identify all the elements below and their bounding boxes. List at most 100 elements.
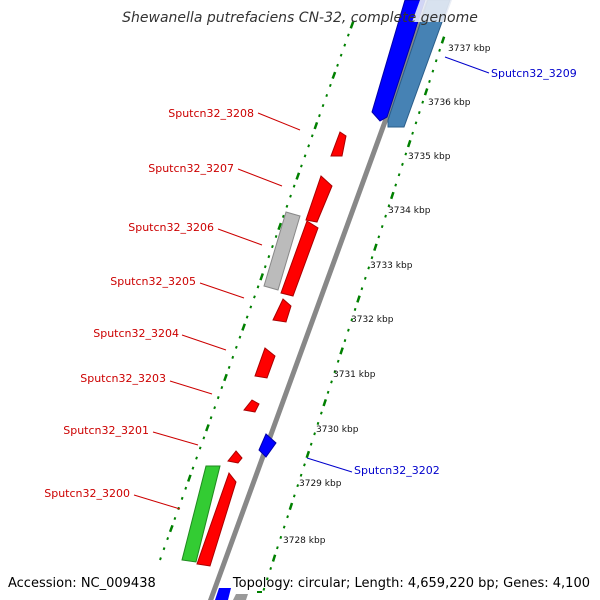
axis-minor-tick — [318, 114, 321, 118]
axis-minor-tick — [363, 276, 367, 280]
gene-block-3200-rna[interactable] — [181, 465, 221, 563]
axis-minor-tick — [377, 235, 381, 239]
axis-minor-tick — [353, 307, 357, 312]
gene-block-3209a[interactable] — [371, 0, 426, 122]
axis-minor-tick — [231, 355, 235, 359]
axis-major-tick — [423, 88, 429, 96]
axis-minor-tick — [310, 134, 314, 138]
gene-label-3202[interactable]: Sputcn32_3202 — [354, 464, 440, 477]
axis-minor-tick — [292, 184, 296, 188]
axis-minor-tick — [166, 537, 170, 541]
axis-minor-tick — [234, 345, 238, 349]
label-leaders — [133, 56, 490, 510]
gene-label-3208[interactable]: Sputcn32_3208 — [168, 107, 254, 120]
axis-minor-tick — [411, 131, 414, 135]
gene-label-3204[interactable]: Sputcn32_3204 — [93, 327, 179, 340]
axis-major-tick — [356, 295, 361, 303]
axis-minor-tick — [195, 456, 198, 460]
axis-minor-tick — [325, 93, 329, 98]
gene-block-3209b[interactable] — [387, 0, 451, 128]
kbp-3728: 3728 kbp — [283, 536, 326, 546]
axis-minor-tick — [370, 256, 374, 260]
axis-minor-tick — [307, 144, 311, 148]
axis-major-tick — [205, 424, 210, 432]
axis-minor-tick — [271, 244, 274, 249]
axis-minor-tick — [238, 335, 242, 339]
axis-minor-tick — [256, 285, 260, 289]
gene-label-3207[interactable]: Sputcn32_3207 — [148, 162, 234, 175]
gene-label-3209[interactable]: Sputcn32_3209 — [491, 67, 577, 80]
gene-block-3204[interactable] — [254, 347, 276, 379]
axis-minor-tick — [321, 103, 325, 108]
axis-minor-tick — [269, 566, 273, 571]
axis-minor-tick — [285, 204, 289, 208]
accession-text: Accession: NC_009438 — [8, 576, 156, 591]
axis-minor-tick — [326, 390, 330, 394]
kbp-3731: 3731 kbp — [333, 370, 376, 380]
gene-block-3203[interactable] — [243, 399, 260, 413]
axis-minor-tick — [292, 494, 296, 498]
kbp-3736: 3736 kbp — [428, 98, 471, 108]
inner-dotted-axis — [262, 36, 446, 591]
axis-minor-tick — [333, 370, 337, 374]
axis-minor-tick — [265, 577, 269, 581]
axis-minor-tick — [262, 587, 266, 591]
axis-major-tick — [440, 36, 446, 44]
axis-minor-tick — [267, 255, 271, 259]
axis-minor-tick — [276, 546, 279, 550]
gene-block-3205[interactable] — [272, 298, 292, 323]
axis-major-tick — [277, 222, 283, 231]
axis-minor-tick — [336, 359, 340, 363]
gene-block-3206[interactable] — [280, 220, 319, 297]
genome-backbone — [207, 0, 433, 600]
gene-block-3200[interactable] — [196, 471, 237, 567]
gene-block-3206-grey[interactable] — [263, 211, 301, 291]
axis-minor-tick — [336, 63, 339, 67]
axis-minor-tick — [421, 100, 425, 104]
gene-block-3208[interactable] — [330, 131, 347, 157]
kbp-3737: 3737 kbp — [448, 44, 491, 54]
gene-label-3200[interactable]: Sputcn32_3200 — [44, 487, 130, 500]
axis-minor-tick — [279, 535, 283, 540]
axis-major-tick — [168, 524, 174, 533]
axis-minor-tick — [180, 496, 184, 500]
axis-minor-tick — [343, 43, 347, 47]
kbp-3729: 3729 kbp — [299, 479, 342, 489]
axis-minor-tick — [428, 79, 431, 84]
kbp-3734: 3734 kbp — [388, 206, 431, 216]
axis-major-tick — [187, 474, 192, 482]
axis-minor-tick — [173, 516, 177, 521]
axis-major-tick — [390, 191, 395, 200]
axis-minor-tick — [380, 224, 384, 229]
axis-minor-tick — [184, 486, 188, 490]
gene-label-3201[interactable]: Sputcn32_3201 — [63, 424, 149, 437]
gene-label-3206[interactable]: Sputcn32_3206 — [128, 221, 214, 234]
map-title: Shewanella putrefaciens CN-32, complete … — [122, 10, 478, 26]
gene-label-3205[interactable]: Sputcn32_3205 — [110, 275, 196, 288]
axis-minor-tick — [249, 305, 253, 309]
gene-block-bottom-blue — [215, 588, 231, 600]
axis-minor-tick — [397, 173, 401, 177]
gene-block-3201[interactable] — [227, 450, 243, 464]
gene-label-3203[interactable]: Sputcn32_3203 — [80, 372, 166, 385]
axis-minor-tick — [434, 59, 438, 63]
axis-major-tick — [406, 139, 412, 148]
axis-minor-tick — [227, 365, 231, 369]
axis-minor-tick — [367, 266, 371, 270]
axis-minor-tick — [319, 411, 323, 415]
axis-minor-tick — [162, 547, 166, 551]
axis-major-tick — [295, 172, 301, 180]
axis-minor-tick — [300, 164, 303, 168]
gene-block-3207[interactable] — [305, 175, 333, 223]
axis-minor-tick — [404, 152, 408, 156]
axis-minor-tick — [401, 162, 404, 166]
gene-block-3202[interactable] — [258, 433, 277, 458]
axis-major-tick — [349, 21, 355, 29]
outer-dotted-axis — [159, 21, 355, 561]
axis-minor-tick — [286, 515, 289, 519]
gene-block-top-faded — [412, 0, 452, 22]
axis-minor-tick — [339, 53, 343, 57]
axis-minor-tick — [282, 525, 286, 529]
axis-major-tick — [271, 554, 277, 562]
